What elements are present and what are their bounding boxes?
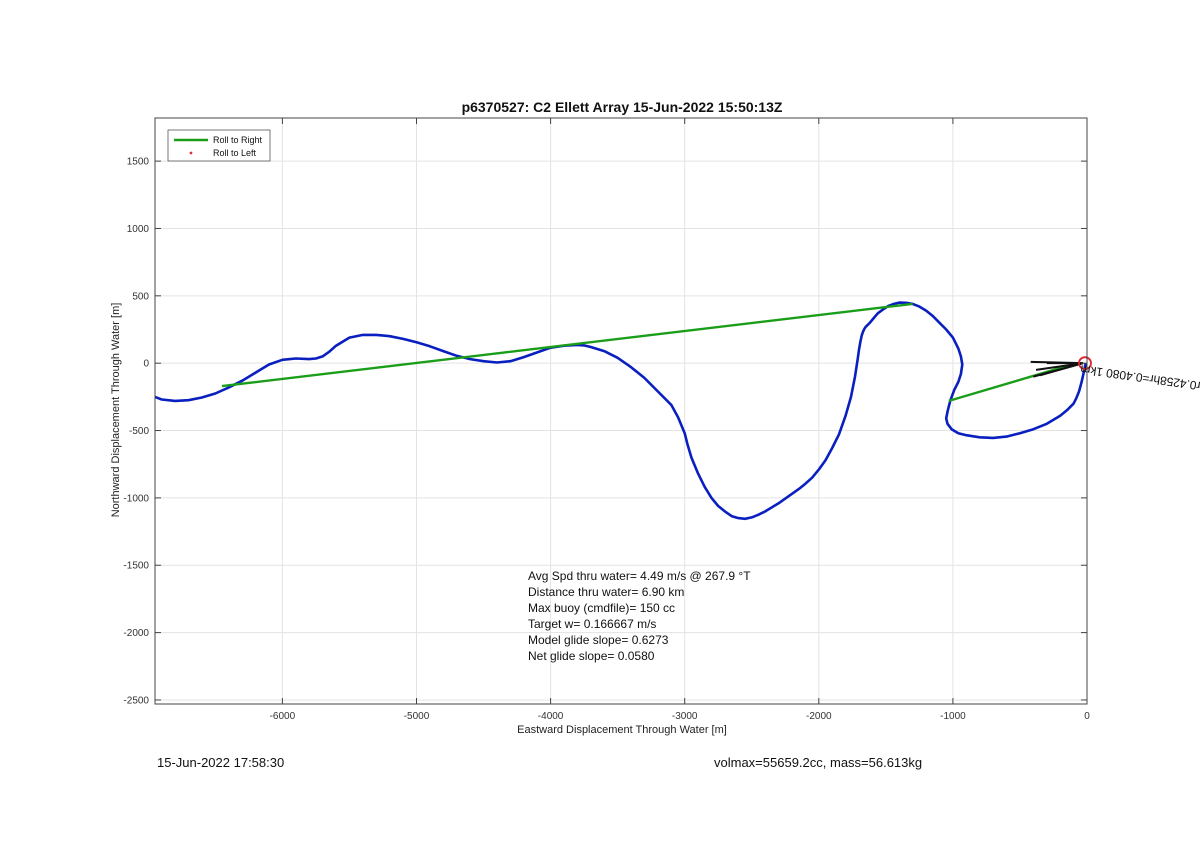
footer-volmax: volmax=55659.2cc, mass=56.613kg <box>714 755 923 770</box>
vector-arrow <box>1039 362 1084 377</box>
annotation-line: Model glide slope= 0.6273 <box>528 633 669 647</box>
y-tick-label: -1500 <box>123 561 149 572</box>
legend: Roll to Right Roll to Left <box>167 129 271 162</box>
legend-box <box>167 129 271 162</box>
roll-right-segment <box>948 362 1077 403</box>
annotation-line: Net glide slope= 0.0580 <box>528 649 655 663</box>
grid-lines <box>155 118 1088 704</box>
legend-label: Roll to Right <box>213 135 263 145</box>
annotation-line: Avg Spd thru water= 4.49 m/s @ 267.9 °T <box>528 569 751 583</box>
annotation-line: Max buoy (cmdfile)= 150 cc <box>528 601 675 615</box>
y-tick-label: -1000 <box>123 493 149 504</box>
chart-title: p6370527: C2 Ellett Array 15-Jun-2022 15… <box>462 99 783 115</box>
x-tick-label: -6000 <box>270 711 296 722</box>
y-tick-label: -500 <box>129 426 149 437</box>
x-tick-label: -5000 <box>404 711 430 722</box>
series-layer <box>155 301 1087 521</box>
vector-arrow <box>1035 362 1084 371</box>
y-axis-label: Northward Displacement Through Water [m] <box>110 303 122 518</box>
y-tick-label: -2500 <box>123 695 149 706</box>
axes: -6000 -5000 -4000 -3000 -2000 -1000 0-2500-200… <box>123 117 1090 722</box>
legend-dot-icon <box>189 151 193 155</box>
track-line <box>155 301 1087 521</box>
y-tick-label: -2000 <box>123 628 149 639</box>
current-vector: 2.0248/s 4hr0.4258hr=0.4080 1km <box>1030 356 1200 402</box>
annotation-line: Distance thru water= 6.90 km <box>528 585 684 599</box>
end-marker <box>1078 356 1092 371</box>
vector-label: 2.0248/s 4hr0.4258hr=0.4080 1km <box>1079 362 1200 401</box>
x-tick-label: -2000 <box>806 711 832 722</box>
plot-frame <box>154 117 1088 705</box>
y-tick-label: 500 <box>132 291 149 302</box>
y-tick-label: 1500 <box>127 157 150 168</box>
x-tick-label: -4000 <box>538 711 564 722</box>
x-tick-label: -1000 <box>940 711 966 722</box>
x-tick-label: 0 <box>1084 711 1090 722</box>
annotation-line: Target w= 0.166667 m/s <box>528 617 656 631</box>
roll-right-segment <box>221 302 913 388</box>
y-tick-label: 0 <box>143 359 149 370</box>
y-tick-label: 1000 <box>127 224 150 235</box>
stats-annotation: Avg Spd thru water= 4.49 m/s @ 267.9 °T D… <box>528 569 751 663</box>
footer-timestamp: 15-Jun-2022 17:58:30 <box>157 755 285 770</box>
x-tick-label: -3000 <box>672 711 698 722</box>
x-axis-label: Eastward Displacement Through Water [m] <box>517 724 727 736</box>
legend-label: Roll to Left <box>213 148 257 158</box>
